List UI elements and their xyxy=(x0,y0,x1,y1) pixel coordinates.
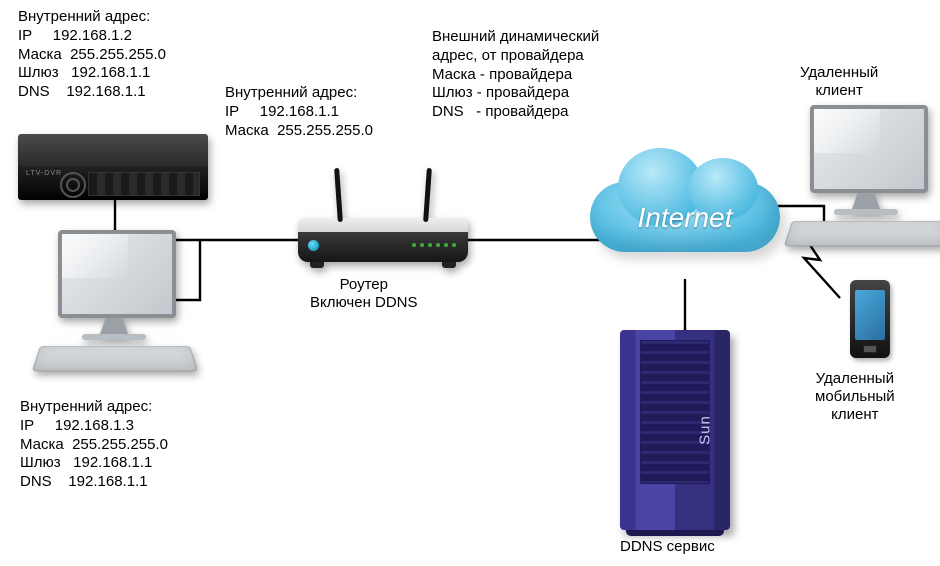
remote-pc-device xyxy=(792,105,940,255)
remote-pc-caption: Удаленный клиент xyxy=(800,64,878,100)
lan-pc-address-block: Внутренний адрес: IP 192.168.1.3 Маска 2… xyxy=(20,398,168,492)
phone-caption: Удаленный мобильный клиент xyxy=(815,370,895,424)
dvr-brand-label: LTV-DVR xyxy=(26,170,62,177)
internet-cloud: Internet xyxy=(590,160,780,270)
router-device xyxy=(298,218,468,268)
router-caption: Роутер Включен DDNS xyxy=(310,276,418,312)
ddns-server-device: Sun xyxy=(620,330,730,530)
server-caption: DDNS сервис xyxy=(620,538,715,556)
dvr-address-block: Внутренний адрес: IP 192.168.1.2 Маска 2… xyxy=(18,8,166,102)
lan-pc-device xyxy=(40,230,210,380)
cloud-label: Internet xyxy=(590,202,780,234)
router-wan-address-block: Внешний динамический адрес, от провайдер… xyxy=(432,28,599,122)
router-lan-address-block: Внутренний адрес: IP 192.168.1.1 Маска 2… xyxy=(225,84,373,140)
dvr-device: LTV-DVR xyxy=(18,134,208,200)
server-brand-label: Sun xyxy=(697,415,714,445)
mobile-phone-device xyxy=(850,280,890,358)
